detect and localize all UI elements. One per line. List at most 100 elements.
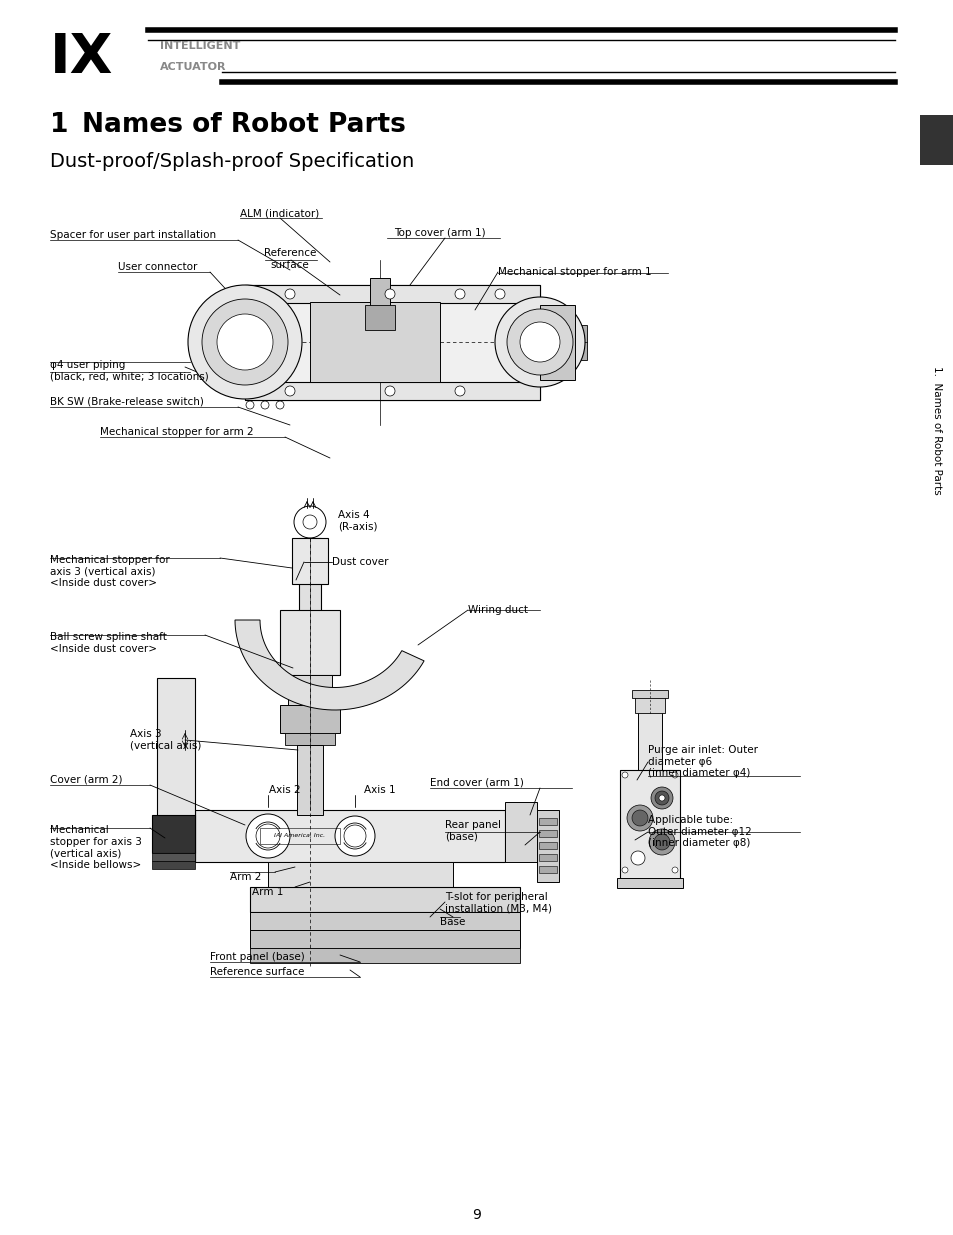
Circle shape	[621, 867, 627, 873]
Circle shape	[216, 314, 273, 370]
Text: Ball screw spline shaft
<Inside dust cover>: Ball screw spline shaft <Inside dust cov…	[50, 632, 167, 653]
Bar	[292, 538, 328, 584]
Bar	[919, 115, 953, 165]
Text: BK SW (Brake-release switch): BK SW (Brake-release switch)	[50, 396, 204, 408]
Circle shape	[671, 867, 678, 873]
Bar	[280, 610, 339, 676]
Text: Dust-proof/Splash-proof Specification: Dust-proof/Splash-proof Specification	[50, 152, 414, 170]
Text: IAI America, Inc.: IAI America, Inc.	[274, 834, 325, 839]
Circle shape	[455, 387, 464, 396]
Bar	[365, 305, 395, 330]
Text: Mechanical stopper for arm 2: Mechanical stopper for arm 2	[100, 427, 253, 437]
Bar	[296, 542, 323, 582]
Circle shape	[631, 810, 647, 826]
Bar	[617, 878, 682, 888]
Bar	[298, 538, 320, 818]
Circle shape	[655, 790, 668, 805]
Circle shape	[344, 825, 366, 847]
Circle shape	[255, 824, 280, 848]
Text: ACTUATOR: ACTUATOR	[160, 62, 226, 72]
Circle shape	[261, 401, 269, 409]
Circle shape	[285, 289, 294, 299]
Circle shape	[495, 289, 504, 299]
Text: INTELLIGENT: INTELLIGENT	[160, 41, 240, 51]
Text: IX: IX	[51, 31, 113, 85]
Text: Names of Robot Parts: Names of Robot Parts	[82, 112, 405, 138]
Circle shape	[385, 387, 395, 396]
Circle shape	[650, 787, 672, 809]
Bar	[268, 862, 453, 892]
Circle shape	[385, 289, 395, 299]
Circle shape	[621, 772, 627, 778]
Text: End cover (arm 1): End cover (arm 1)	[430, 778, 523, 788]
Bar	[250, 948, 519, 963]
Circle shape	[202, 299, 288, 385]
Circle shape	[303, 515, 316, 529]
Bar	[250, 911, 519, 930]
Bar	[310, 303, 439, 382]
Circle shape	[654, 834, 669, 850]
Circle shape	[506, 309, 573, 375]
Bar	[280, 705, 339, 734]
Text: Wiring duct: Wiring duct	[468, 605, 527, 615]
Text: Axis 4
(R-axis): Axis 4 (R-axis)	[337, 510, 377, 531]
Text: Front panel (base): Front panel (base)	[210, 952, 304, 962]
Bar	[575, 325, 586, 359]
Circle shape	[455, 289, 464, 299]
Text: Axis 3
(vertical axis): Axis 3 (vertical axis)	[130, 729, 201, 751]
Text: Dust cover: Dust cover	[332, 557, 388, 567]
Bar	[194, 810, 504, 862]
Circle shape	[246, 814, 290, 858]
Circle shape	[630, 851, 644, 864]
Circle shape	[495, 296, 584, 387]
Bar	[538, 866, 557, 873]
Text: Axis 2: Axis 2	[269, 785, 300, 795]
Bar	[538, 842, 557, 848]
Text: Top cover (arm 1): Top cover (arm 1)	[394, 228, 485, 238]
Text: Cover (arm 2): Cover (arm 2)	[50, 776, 122, 785]
Bar	[635, 695, 664, 713]
Bar	[152, 815, 194, 853]
Text: 1.  Names of Robot Parts: 1. Names of Robot Parts	[931, 366, 941, 494]
Bar	[260, 827, 339, 844]
Text: Rear panel
(base): Rear panel (base)	[444, 820, 500, 841]
Text: Reference
surface: Reference surface	[264, 248, 315, 269]
Bar	[538, 818, 557, 825]
Bar	[152, 861, 194, 869]
Circle shape	[335, 816, 375, 856]
Circle shape	[648, 829, 675, 855]
Text: Mechanical stopper for arm 1: Mechanical stopper for arm 1	[497, 267, 651, 277]
Text: User connector: User connector	[118, 262, 197, 272]
Bar	[245, 382, 539, 400]
Bar	[245, 285, 539, 303]
Polygon shape	[234, 620, 424, 710]
Circle shape	[246, 401, 253, 409]
Bar	[638, 710, 661, 776]
Text: 9: 9	[472, 1208, 481, 1221]
Bar	[250, 887, 519, 911]
Text: Arm 1: Arm 1	[252, 887, 283, 897]
Circle shape	[659, 795, 664, 802]
Bar	[504, 802, 537, 862]
Bar	[538, 830, 557, 837]
Bar	[370, 278, 390, 306]
Circle shape	[275, 401, 284, 409]
Bar	[285, 734, 335, 745]
Bar	[538, 853, 557, 861]
Text: Mechanical
stopper for axis 3
(vertical axis)
<Inside bellows>: Mechanical stopper for axis 3 (vertical …	[50, 825, 142, 869]
Circle shape	[294, 506, 326, 538]
Text: Spacer for user part installation: Spacer for user part installation	[50, 230, 216, 240]
Bar	[157, 678, 194, 862]
Text: ALM (indicator): ALM (indicator)	[240, 207, 319, 219]
Circle shape	[671, 772, 678, 778]
Text: Reference surface: Reference surface	[210, 967, 304, 977]
Bar	[245, 285, 539, 400]
Text: Arm 2: Arm 2	[230, 872, 261, 882]
Bar	[619, 769, 679, 881]
Bar	[296, 745, 323, 815]
Circle shape	[519, 322, 559, 362]
Bar	[631, 690, 667, 698]
Circle shape	[188, 285, 302, 399]
Bar	[250, 930, 519, 948]
Text: Base: Base	[439, 918, 465, 927]
